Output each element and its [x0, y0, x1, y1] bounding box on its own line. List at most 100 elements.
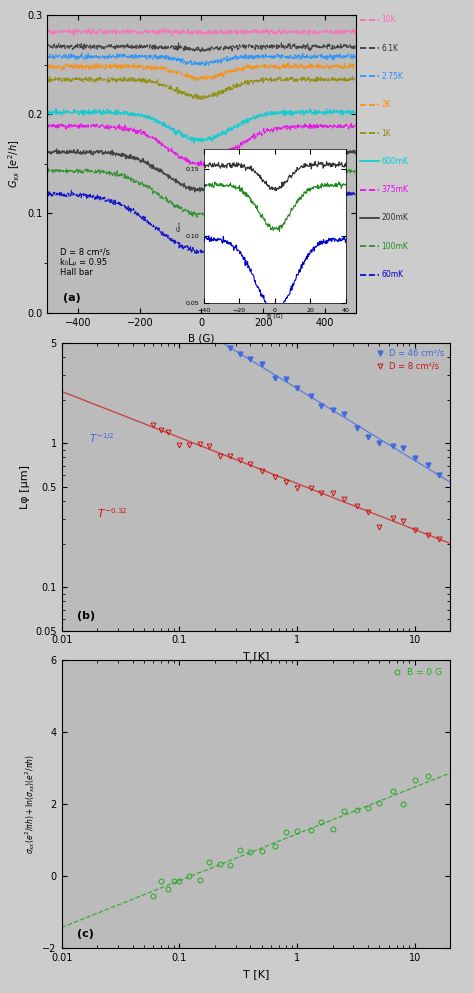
B = 0 G — [376, 797, 382, 809]
B = 0 G — [158, 876, 164, 888]
D = 8 cm²/s — [186, 439, 191, 451]
D = 8 cm²/s — [390, 511, 396, 523]
Text: 10K: 10K — [382, 15, 396, 25]
D = 46 cm²/s — [319, 400, 324, 412]
B = 0 G — [165, 884, 171, 896]
B = 0 G — [283, 826, 289, 838]
D = 8 cm²/s — [228, 450, 233, 462]
B = 0 G — [401, 798, 406, 810]
D = 8 cm²/s — [217, 451, 222, 463]
B = 0 G — [207, 856, 212, 868]
D = 46 cm²/s — [176, 311, 182, 323]
Y-axis label: $G_{xx}$ [$e^2/h$]: $G_{xx}$ [$e^2/h$] — [6, 140, 22, 188]
D = 8 cm²/s — [354, 499, 359, 511]
B = 0 G — [390, 785, 396, 797]
B = 0 G — [426, 770, 431, 781]
Y-axis label: Lφ [μm]: Lφ [μm] — [20, 465, 30, 508]
X-axis label: T [K]: T [K] — [243, 651, 269, 661]
Text: 60mK: 60mK — [382, 270, 404, 279]
B = 0 G — [319, 816, 324, 828]
D = 46 cm²/s — [158, 298, 164, 310]
Text: 6.1K: 6.1K — [382, 44, 399, 53]
D = 46 cm²/s — [217, 335, 222, 347]
Text: 600mK: 600mK — [382, 157, 409, 166]
B = 0 G — [217, 858, 222, 870]
B = 0 G — [330, 823, 336, 835]
D = 8 cm²/s — [272, 472, 278, 484]
D = 46 cm²/s — [390, 441, 396, 453]
D = 46 cm²/s — [436, 469, 442, 481]
D = 46 cm²/s — [401, 442, 406, 454]
B = 0 G — [237, 844, 243, 856]
D = 8 cm²/s — [165, 426, 171, 438]
D = 8 cm²/s — [376, 520, 382, 532]
B = 0 G — [412, 775, 418, 786]
B = 0 G — [150, 891, 156, 903]
D = 8 cm²/s — [259, 466, 264, 478]
B = 0 G — [354, 804, 359, 816]
Legend: D = 46 cm²/s, D = 8 cm²/s: D = 46 cm²/s, D = 8 cm²/s — [372, 347, 446, 372]
B = 0 G — [272, 840, 278, 852]
D = 8 cm²/s — [150, 419, 156, 431]
Text: $T^{-1/2}$: $T^{-1/2}$ — [89, 432, 115, 446]
D = 8 cm²/s — [436, 533, 442, 545]
Text: (c): (c) — [77, 928, 94, 938]
Text: 2K: 2K — [382, 100, 392, 109]
D = 46 cm²/s — [354, 422, 359, 434]
D = 8 cm²/s — [294, 482, 300, 494]
D = 46 cm²/s — [150, 291, 156, 303]
D = 8 cm²/s — [158, 424, 164, 436]
D = 8 cm²/s — [426, 529, 431, 541]
D = 8 cm²/s — [401, 515, 406, 527]
D = 8 cm²/s — [176, 439, 182, 451]
Text: (b): (b) — [77, 611, 95, 621]
D = 8 cm²/s — [412, 524, 418, 536]
D = 46 cm²/s — [272, 371, 278, 383]
D = 46 cm²/s — [426, 459, 431, 471]
X-axis label: B (G): B (G) — [267, 314, 283, 319]
X-axis label: B (G): B (G) — [188, 334, 215, 344]
D = 46 cm²/s — [294, 382, 300, 394]
D = 46 cm²/s — [197, 325, 203, 337]
Legend: B = 0 G: B = 0 G — [386, 665, 446, 681]
B = 0 G — [365, 801, 371, 813]
D = 46 cm²/s — [259, 357, 264, 369]
Line: B = 0 G: B = 0 G — [151, 774, 431, 899]
D = 8 cm²/s — [247, 458, 253, 470]
Text: 375mK: 375mK — [382, 185, 409, 195]
B = 0 G — [176, 875, 182, 887]
D = 46 cm²/s — [237, 349, 243, 360]
D = 46 cm²/s — [207, 329, 212, 341]
D = 46 cm²/s — [341, 407, 347, 419]
Line: D = 46 cm²/s: D = 46 cm²/s — [151, 295, 441, 478]
B = 0 G — [247, 846, 253, 858]
D = 46 cm²/s — [165, 308, 171, 320]
Text: D = 8 cm²/s
k₀Lₚ = 0.95
Hall bar: D = 8 cm²/s k₀Lₚ = 0.95 Hall bar — [60, 247, 109, 277]
Line: D = 8 cm²/s: D = 8 cm²/s — [151, 422, 441, 542]
D = 46 cm²/s — [376, 437, 382, 449]
B = 0 G — [341, 805, 347, 817]
D = 8 cm²/s — [237, 454, 243, 466]
D = 8 cm²/s — [283, 476, 289, 488]
Text: 100mK: 100mK — [382, 241, 409, 251]
X-axis label: T [K]: T [K] — [243, 969, 269, 979]
B = 0 G — [228, 859, 233, 871]
D = 46 cm²/s — [412, 452, 418, 464]
Text: (a): (a) — [63, 293, 81, 303]
Y-axis label: $\sigma_{xx}(e^2/\pi h)+\ln(\sigma_{xx})(e^2/\pi h)$: $\sigma_{xx}(e^2/\pi h)+\ln(\sigma_{xx})… — [23, 755, 37, 854]
D = 46 cm²/s — [186, 315, 191, 327]
D = 8 cm²/s — [365, 505, 371, 517]
D = 46 cm²/s — [228, 342, 233, 354]
D = 8 cm²/s — [207, 441, 212, 453]
Text: 1K: 1K — [382, 128, 392, 138]
D = 8 cm²/s — [341, 493, 347, 504]
Text: 200mK: 200mK — [382, 213, 409, 222]
D = 8 cm²/s — [308, 482, 313, 494]
D = 8 cm²/s — [197, 438, 203, 450]
D = 46 cm²/s — [247, 353, 253, 364]
B = 0 G — [171, 875, 177, 887]
B = 0 G — [294, 824, 300, 836]
B = 0 G — [197, 874, 203, 886]
D = 46 cm²/s — [283, 373, 289, 385]
Text: $T^{-0.32}$: $T^{-0.32}$ — [97, 506, 127, 520]
